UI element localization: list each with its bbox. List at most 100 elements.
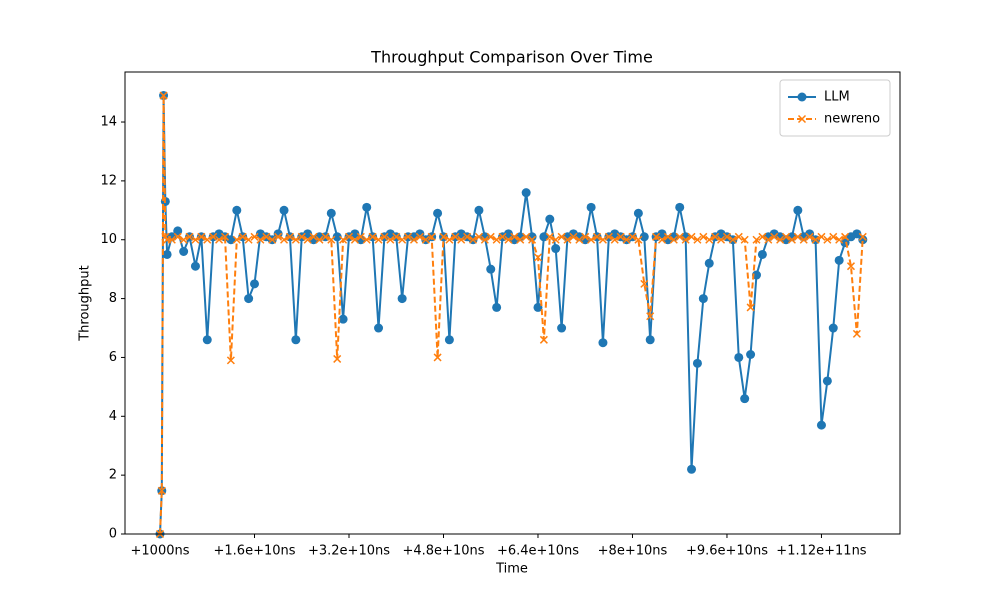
y-tick-label: 10 — [100, 232, 117, 247]
point — [628, 232, 637, 241]
point — [616, 232, 625, 241]
point — [545, 232, 554, 241]
legend-marker — [797, 92, 807, 102]
point — [344, 232, 354, 241]
point — [693, 235, 702, 244]
legend: LLM newreno — [779, 79, 891, 137]
point — [291, 235, 300, 244]
point — [285, 232, 294, 241]
point — [232, 205, 242, 215]
point — [492, 235, 501, 244]
point — [705, 235, 714, 244]
point — [823, 235, 832, 244]
point — [858, 232, 867, 241]
point — [238, 232, 247, 241]
point — [279, 205, 289, 215]
point — [734, 232, 743, 241]
point — [203, 235, 212, 244]
point — [350, 235, 359, 244]
point — [746, 303, 755, 312]
point — [303, 229, 313, 239]
point — [587, 235, 596, 244]
point — [533, 253, 543, 262]
point — [321, 232, 330, 241]
point — [504, 235, 513, 244]
point — [758, 232, 767, 241]
point — [374, 323, 384, 333]
x-tick-label: +6.4e+10ns — [497, 544, 579, 559]
point — [657, 229, 667, 239]
point — [474, 232, 483, 241]
point — [687, 464, 697, 474]
point — [657, 235, 667, 244]
point — [757, 249, 767, 259]
point — [575, 235, 584, 244]
point — [338, 314, 348, 324]
legend-marker — [797, 114, 807, 124]
point — [463, 232, 472, 241]
point — [586, 202, 596, 212]
point — [433, 353, 442, 362]
point — [380, 232, 389, 241]
point — [220, 232, 230, 241]
point — [386, 235, 395, 244]
point — [350, 229, 360, 239]
point — [415, 232, 424, 241]
point — [209, 232, 218, 241]
point — [415, 229, 425, 239]
point — [681, 235, 690, 244]
point — [374, 235, 383, 244]
point — [167, 235, 176, 244]
point — [799, 235, 808, 244]
point — [569, 232, 578, 241]
point — [834, 255, 844, 265]
point — [226, 235, 236, 245]
point — [427, 232, 436, 241]
point — [704, 258, 714, 268]
point — [764, 235, 773, 244]
y-tick-label: 4 — [109, 409, 117, 424]
point — [268, 235, 277, 244]
point — [468, 235, 478, 244]
point — [291, 335, 301, 345]
point — [516, 235, 525, 244]
point — [503, 229, 513, 239]
point — [841, 232, 850, 241]
y-tick-label: 0 — [109, 527, 117, 542]
point — [846, 262, 856, 271]
point — [539, 232, 549, 242]
point — [793, 205, 803, 215]
point — [232, 235, 241, 244]
series — [155, 91, 867, 539]
point — [633, 208, 643, 218]
point — [444, 335, 454, 345]
point — [362, 202, 372, 212]
point — [445, 235, 454, 244]
point — [781, 232, 791, 241]
point — [787, 235, 796, 244]
point — [197, 232, 206, 241]
point — [734, 352, 744, 362]
point — [303, 235, 312, 244]
point — [451, 232, 460, 241]
point — [663, 232, 672, 241]
point — [675, 232, 684, 241]
point — [433, 208, 443, 218]
point — [805, 229, 815, 239]
point — [356, 232, 365, 241]
point — [557, 232, 566, 241]
point — [173, 232, 182, 241]
point — [273, 229, 283, 239]
x-tick-label: +1.12e+11ns — [776, 544, 867, 559]
point — [226, 356, 235, 365]
point — [699, 232, 708, 241]
legend-box — [779, 79, 891, 137]
point — [604, 232, 613, 241]
point — [522, 232, 531, 241]
point — [622, 235, 631, 244]
y-tick-label: 2 — [109, 468, 117, 483]
y-axis-label: Throughput — [78, 265, 93, 342]
point — [333, 354, 342, 363]
point — [645, 335, 655, 345]
point — [332, 232, 342, 242]
